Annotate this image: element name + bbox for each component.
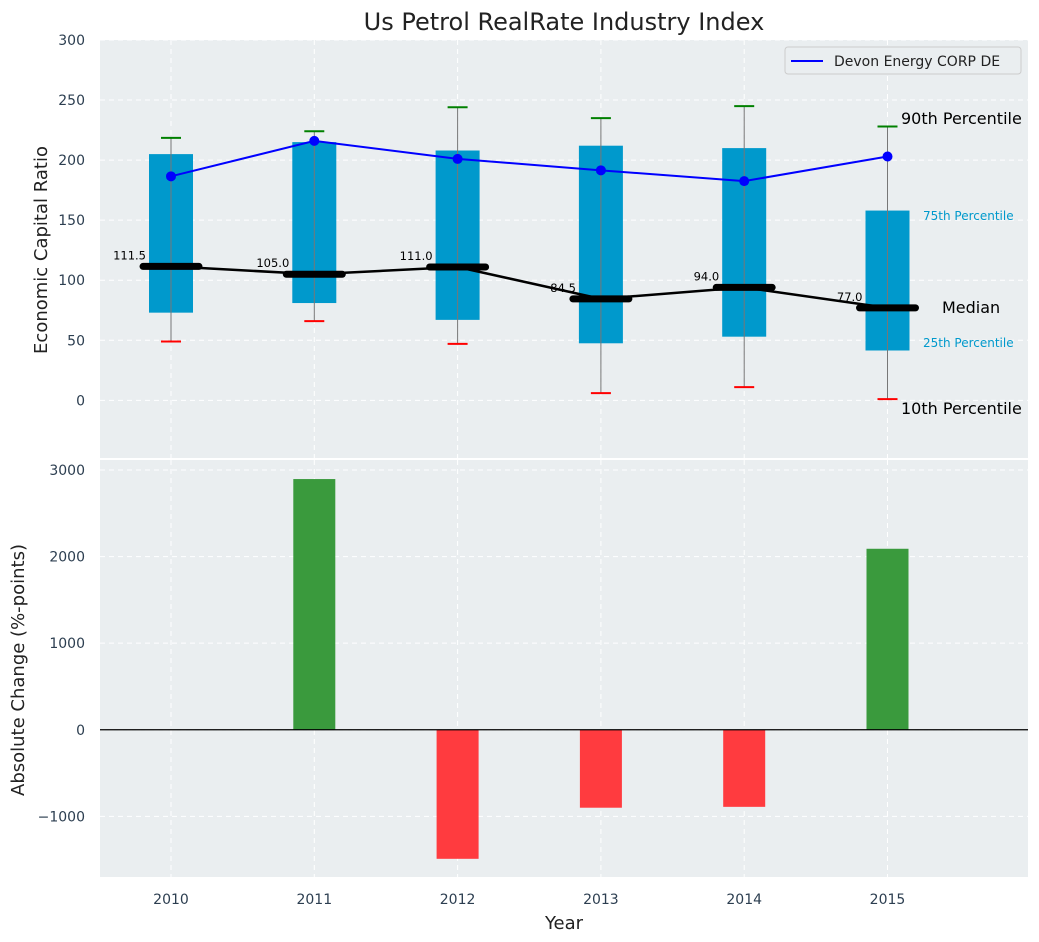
median-value-label: 105.0 <box>256 256 289 270</box>
y-tick-label: 200 <box>58 153 85 169</box>
top-panel: 0 50 100 150 200 250 300 Economic Capital Rati… <box>31 33 1028 458</box>
devon-line <box>170 139 888 183</box>
median-value-label: 111.5 <box>113 248 146 262</box>
change-bar <box>293 479 336 730</box>
annotation-p25: 25th Percentile <box>923 336 1014 350</box>
devon-point <box>739 176 750 187</box>
legend-label-devon: Devon Energy CORP DE <box>834 54 1000 70</box>
y-tick-label: 0 <box>76 393 85 409</box>
x-tick-label: 2011 <box>296 892 332 908</box>
median-value-label: 94.0 <box>694 269 720 283</box>
y-tick-label: 1000 <box>49 636 85 652</box>
x-tick-label: 2014 <box>726 892 762 908</box>
y-tick-label: −1000 <box>38 809 85 825</box>
x-tick-label: 2013 <box>583 892 619 908</box>
x-tick-label: 2012 <box>440 892 476 908</box>
annotation-p10: 10th Percentile <box>901 399 1022 418</box>
devon-point <box>595 165 606 176</box>
devon-point <box>882 151 893 162</box>
median-value-label: 84.5 <box>550 281 576 295</box>
annotation-p90: 90th Percentile <box>901 109 1022 128</box>
devon-point <box>452 153 463 164</box>
annotation-p75: 75th Percentile <box>923 209 1014 223</box>
median-value-label: 77.0 <box>837 290 863 304</box>
y-tick-label: 250 <box>58 93 85 109</box>
y-tick-label: 0 <box>76 723 85 739</box>
top-y-ticks: 0 50 100 150 200 250 300 <box>58 33 85 409</box>
top-marks: 111.5 105.0 111.0 84.5 94.0 77.0 <box>113 105 919 401</box>
y-tick-label: 2000 <box>49 550 85 566</box>
x-tick-label: 2015 <box>870 892 906 908</box>
bottom-y-axis-label: Absolute Change (%-points) <box>8 544 29 796</box>
y-tick-label: 300 <box>58 33 85 49</box>
median-value-label: 111.0 <box>400 249 433 263</box>
legend: Devon Energy CORP DE <box>784 46 1022 75</box>
chart-title: Us Petrol RealRate Industry Index <box>364 8 765 36</box>
change-bar <box>436 729 479 859</box>
annotation-median: Median <box>942 298 1000 317</box>
change-bar <box>579 729 622 808</box>
y-tick-label: 50 <box>67 333 85 349</box>
devon-point <box>166 171 176 182</box>
bottom-bars <box>100 479 1028 859</box>
x-axis-label: Year <box>544 913 584 934</box>
legend-box <box>784 46 1022 75</box>
x-ticks: 2010 2011 2012 2013 2014 2015 <box>153 892 905 908</box>
x-tick-label: 2010 <box>153 892 189 908</box>
change-bar <box>723 729 766 807</box>
top-y-axis-label: Economic Capital Ratio <box>31 146 52 354</box>
y-tick-label: 3000 <box>49 463 85 479</box>
devon-point <box>309 135 320 146</box>
y-tick-label: 100 <box>58 273 85 289</box>
y-tick-label: 150 <box>58 213 85 229</box>
bottom-panel: −1000 0 1000 2000 3000 Absolute Change (%-po… <box>8 460 1028 934</box>
percentile-annotations: 90th Percentile 75th Percentile Median 2… <box>901 109 1022 418</box>
change-bar <box>866 548 909 730</box>
bottom-y-ticks: −1000 0 1000 2000 3000 <box>38 463 85 825</box>
